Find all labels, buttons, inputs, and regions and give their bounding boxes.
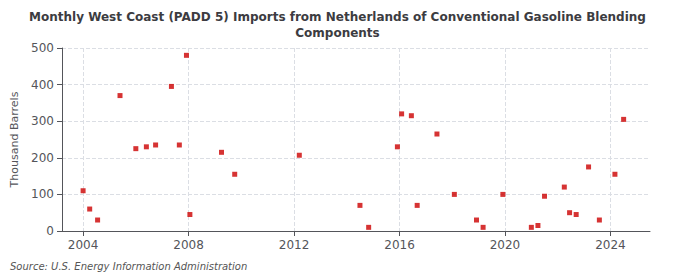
- svg-text:2016: 2016: [384, 238, 415, 252]
- svg-text:2008: 2008: [173, 238, 204, 252]
- svg-text:2024: 2024: [595, 238, 626, 252]
- svg-text:Thousand Barrels: Thousand Barrels: [8, 91, 21, 188]
- svg-text:2012: 2012: [279, 238, 310, 252]
- svg-text:Components: Components: [295, 26, 380, 40]
- svg-text:2004: 2004: [68, 238, 99, 252]
- svg-text:400: 400: [31, 78, 54, 92]
- svg-text:0: 0: [46, 224, 54, 238]
- svg-text:2020: 2020: [490, 238, 521, 252]
- svg-text:Source: U.S. Energy Informatio: Source: U.S. Energy Information Administ…: [10, 261, 247, 272]
- svg-text:200: 200: [31, 151, 54, 165]
- svg-text:300: 300: [31, 114, 54, 128]
- svg-text:500: 500: [31, 41, 54, 55]
- svg-text:Monthly West Coast (PADD 5) Im: Monthly West Coast (PADD 5) Imports from…: [29, 10, 646, 24]
- svg-text:100: 100: [31, 187, 54, 201]
